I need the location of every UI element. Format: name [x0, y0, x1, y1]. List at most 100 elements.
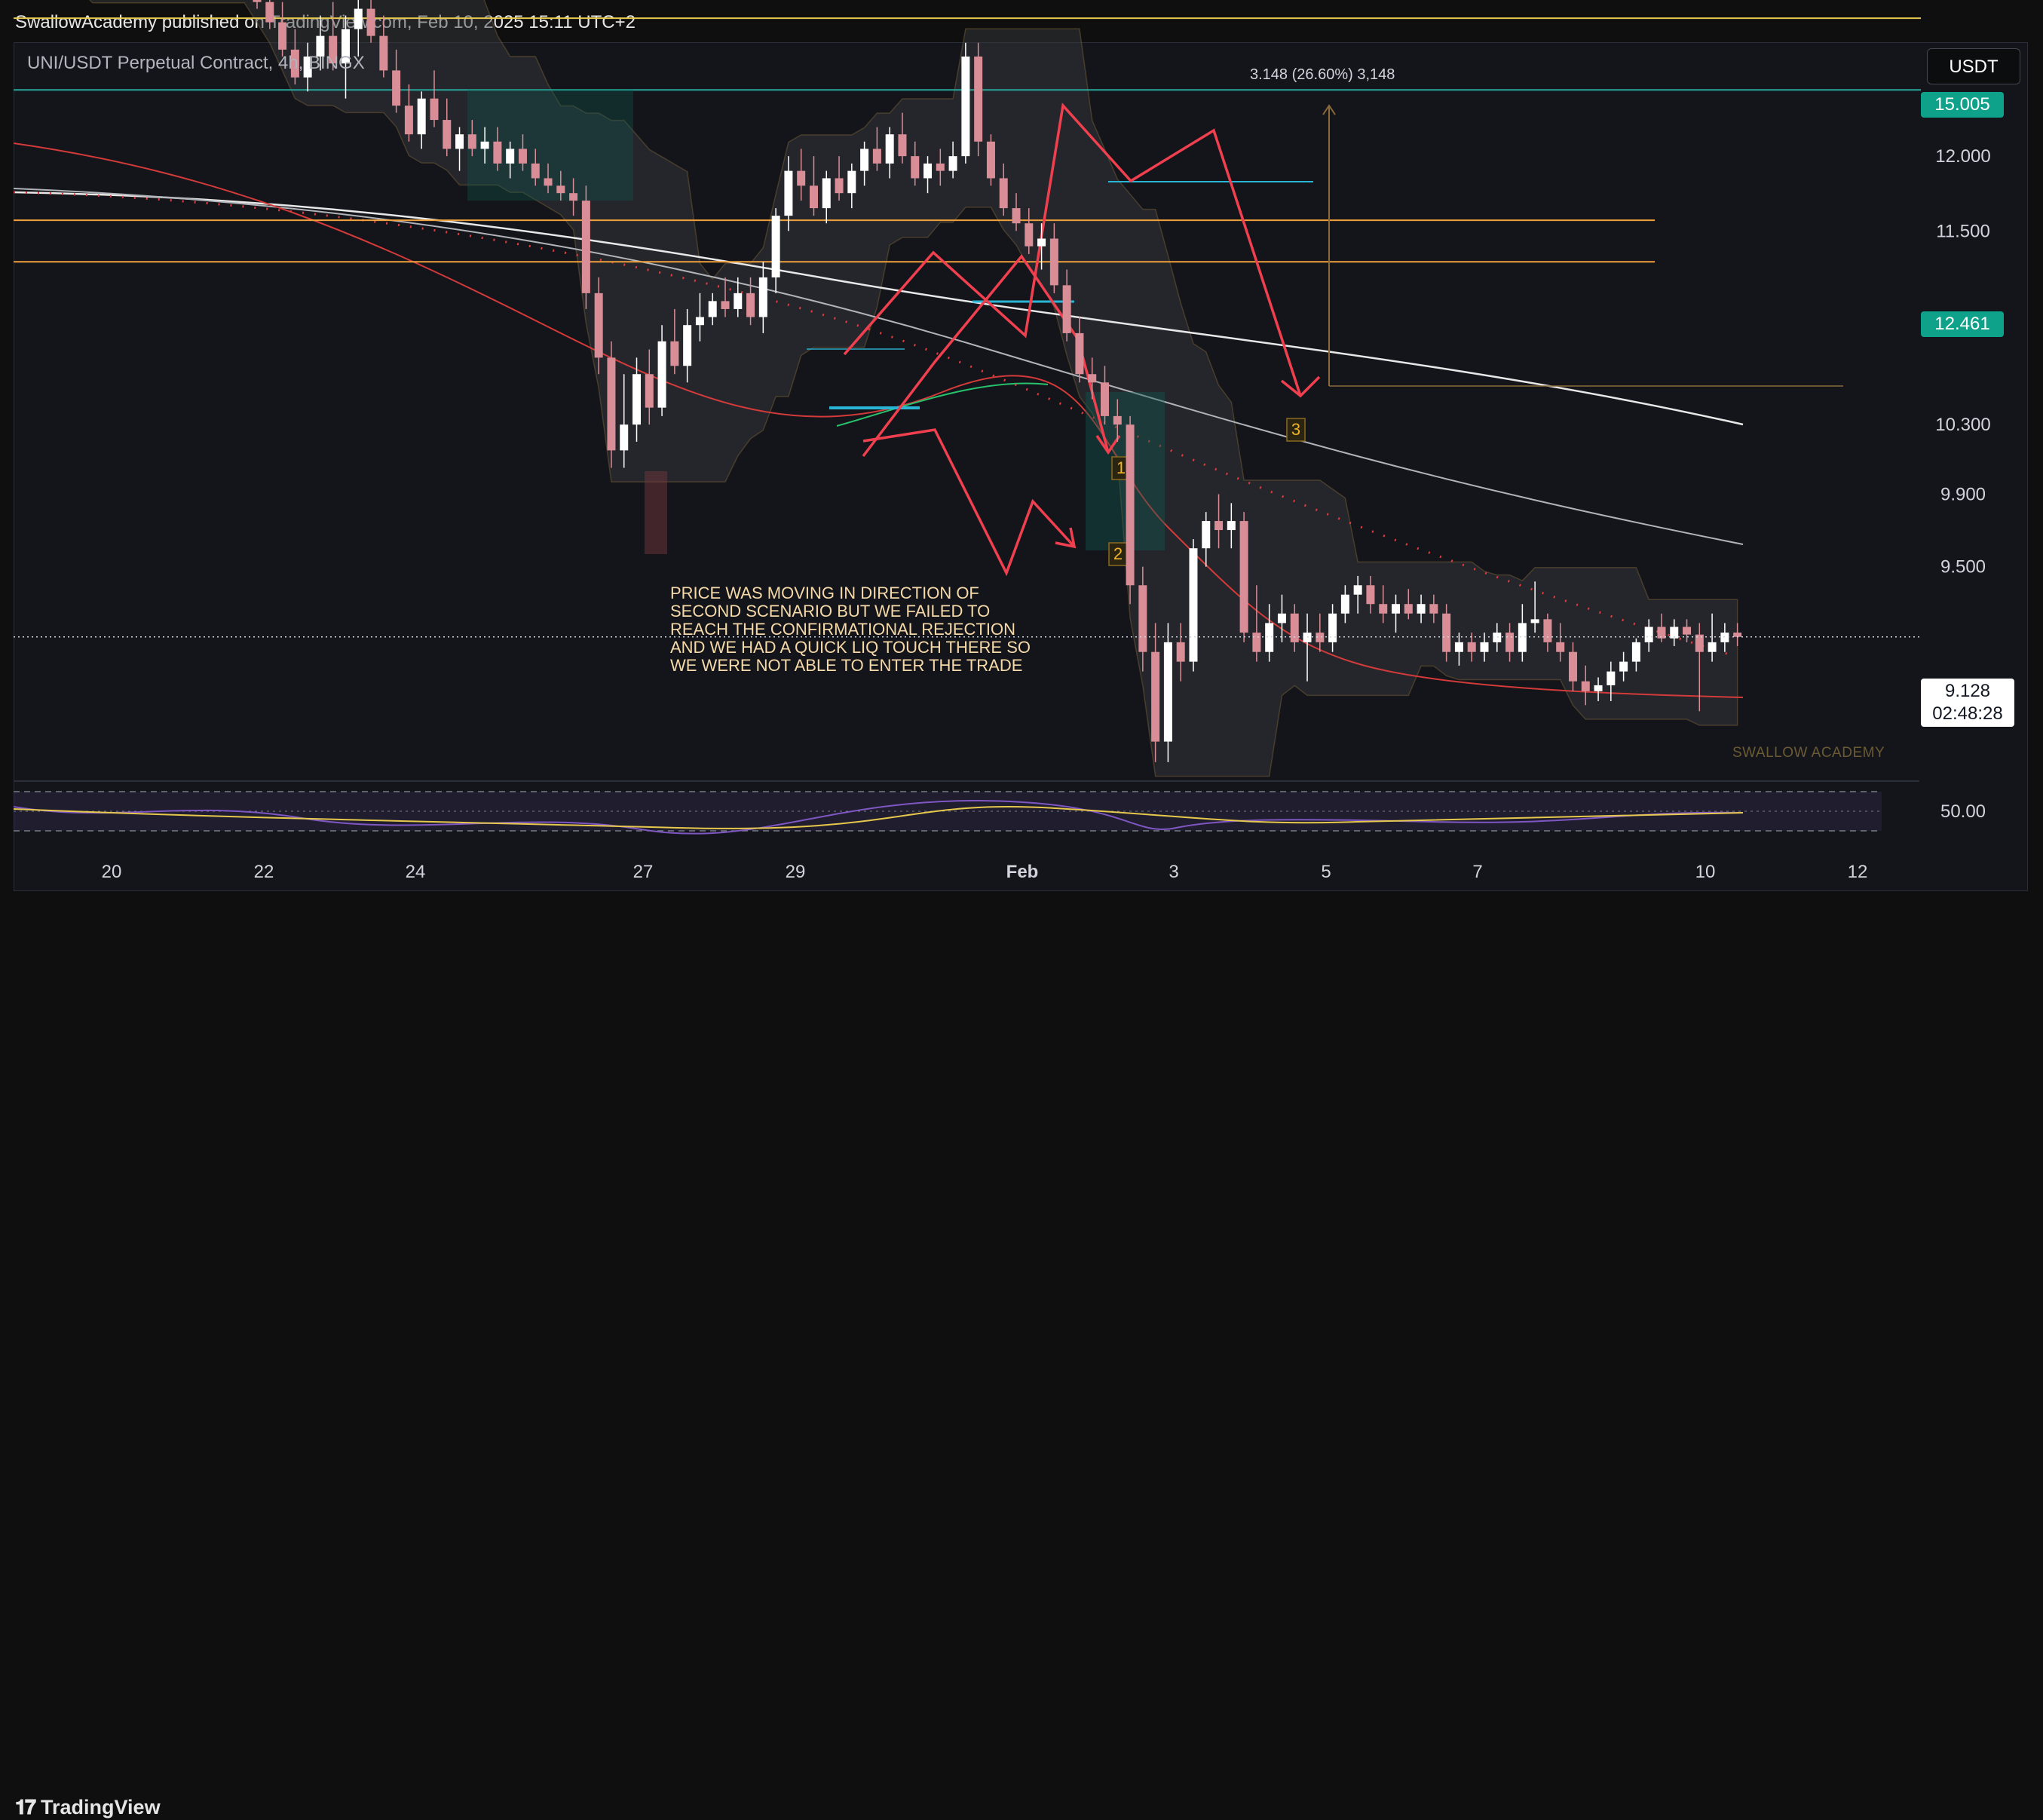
candle-body [835, 178, 844, 194]
currency-button[interactable]: USDT [1927, 48, 2020, 84]
mid-ma-line [13, 188, 1744, 545]
candle-body [721, 301, 730, 309]
candle-body [657, 341, 666, 408]
tradingview-logo[interactable]: 𝟏𝟕 TradingView [15, 1796, 161, 1820]
x-tick-label: 24 [406, 862, 426, 882]
candle-body [1265, 623, 1274, 652]
scenario-arrowhead-3 [1055, 527, 1077, 549]
candle-body [1442, 613, 1451, 652]
candle-body [1151, 651, 1160, 742]
candle-body [1328, 613, 1337, 642]
candle-body [316, 35, 325, 57]
x-tick-label: 10 [1695, 862, 1716, 882]
dotted-ma-line [13, 191, 1735, 657]
candle-body [1303, 633, 1312, 642]
candle-body [746, 293, 755, 317]
candle-body [1733, 633, 1742, 637]
candle-body [607, 357, 616, 451]
candle-body [860, 149, 869, 171]
x-tick-label: 27 [633, 862, 654, 882]
brand-name: TradingView [41, 1796, 161, 1818]
scenario-path-3 [862, 428, 1076, 577]
candle-body [758, 277, 767, 317]
candle-body [1138, 585, 1147, 652]
candle-body [594, 293, 603, 358]
candle-body [1316, 633, 1325, 642]
fast-ma-line [836, 382, 1049, 427]
zone-box [645, 471, 667, 554]
candle-body [1607, 671, 1616, 685]
candle-body [911, 156, 920, 179]
candle-body [961, 56, 970, 157]
candle-body [354, 8, 363, 29]
bollinger-band [89, 0, 1738, 777]
footer-bar: 𝟏𝟕 TradingView [0, 891, 2043, 1818]
candle-body [329, 35, 338, 64]
candle-body [645, 374, 654, 408]
candle-body [1454, 642, 1463, 652]
candle-body [518, 149, 527, 164]
candle-body [531, 163, 540, 179]
candle-body [480, 141, 489, 149]
candle-body [1366, 585, 1375, 605]
candle-body [784, 170, 793, 216]
y-tick-label: 12.000 [1935, 146, 1990, 167]
measure-arrowhead [1322, 104, 1336, 115]
candle-body [544, 178, 553, 186]
candle-body [999, 178, 1008, 209]
candle-body [1657, 627, 1666, 639]
candle-body [1581, 681, 1590, 691]
candle-body [936, 163, 945, 171]
candle-body [1530, 619, 1539, 624]
candle-body [581, 201, 590, 293]
candle-body [1619, 661, 1628, 672]
x-tick-label: 20 [102, 862, 122, 882]
candle-body [379, 35, 388, 71]
candle-body [1720, 633, 1729, 642]
symbol-title: UNI/USDT Perpetual Contract, 4h, BINGX [27, 53, 365, 73]
candle-body [1631, 642, 1640, 662]
candle-body [404, 106, 413, 135]
candle-body [670, 341, 679, 366]
candle-body [1644, 627, 1653, 642]
y-tick-label: 9.900 [1940, 484, 1986, 504]
candle-body [455, 134, 464, 149]
short-ma-line [13, 142, 1744, 698]
y-tick-label: 11.500 [1936, 221, 1990, 241]
tv-logo-icon: 𝟏𝟕 [15, 1796, 36, 1818]
x-tick-label: 5 [1321, 862, 1331, 882]
candle-body [341, 29, 350, 64]
candle-body [633, 374, 642, 425]
candle-body [1113, 415, 1122, 425]
rsi-tick-label: 50.00 [1940, 801, 1986, 822]
candle-body [1493, 633, 1502, 642]
candle-body [1404, 604, 1413, 614]
marker-label-3: 3 [1291, 420, 1300, 439]
candle-body [797, 170, 806, 186]
candle-body [1163, 642, 1172, 742]
candle-body [695, 317, 704, 326]
price-chart[interactable]: 12314.50013.50012.00011.50010.90010.3009… [0, 0, 2043, 944]
candle-body [467, 134, 476, 149]
candle-body [948, 156, 957, 171]
candle-body [417, 98, 426, 135]
watermark: SWALLOW ACADEMY [1732, 745, 1885, 761]
candle-body [809, 185, 818, 209]
scenario-arrowhead-2 [1095, 435, 1121, 455]
candle-body [734, 293, 743, 309]
candle-body [1189, 548, 1198, 662]
candle-body [1480, 642, 1489, 652]
candle-body [1429, 604, 1438, 614]
candle-body [1543, 619, 1552, 642]
x-tick-label: Feb [1006, 862, 1039, 882]
chart-frame[interactable] [14, 42, 2028, 891]
candle-body [1126, 424, 1135, 586]
candle-body [1214, 521, 1224, 531]
candle-body [443, 120, 452, 149]
candle-body [1075, 332, 1084, 375]
candle-body [1353, 585, 1362, 595]
candle-body [290, 49, 299, 78]
scenario-arrowhead-1 [1280, 375, 1321, 398]
candle-body [1176, 642, 1185, 662]
candle-body [430, 98, 439, 121]
